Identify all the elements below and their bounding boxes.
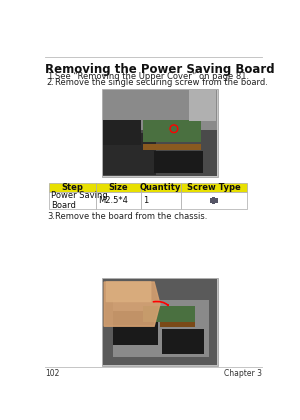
Text: 1: 1 bbox=[143, 196, 148, 205]
FancyBboxPatch shape bbox=[103, 90, 217, 130]
FancyBboxPatch shape bbox=[113, 300, 209, 357]
Text: 1.: 1. bbox=[47, 72, 55, 81]
Text: 3.: 3. bbox=[47, 212, 55, 221]
Text: 2.: 2. bbox=[47, 78, 55, 87]
Text: See “Removing the Upper Cover” on page 81.: See “Removing the Upper Cover” on page 8… bbox=[55, 72, 249, 81]
FancyBboxPatch shape bbox=[103, 133, 156, 175]
FancyBboxPatch shape bbox=[49, 192, 96, 209]
FancyBboxPatch shape bbox=[142, 144, 201, 150]
Text: Removing the Power Saving Board: Removing the Power Saving Board bbox=[45, 63, 275, 76]
Polygon shape bbox=[104, 282, 160, 326]
Text: Screw Type: Screw Type bbox=[187, 183, 241, 192]
Text: Power Saving
Board: Power Saving Board bbox=[52, 191, 108, 210]
FancyBboxPatch shape bbox=[181, 183, 247, 192]
Text: Remove the single securing screw from the board.: Remove the single securing screw from th… bbox=[55, 78, 267, 87]
FancyBboxPatch shape bbox=[160, 322, 195, 327]
FancyBboxPatch shape bbox=[103, 90, 217, 176]
FancyBboxPatch shape bbox=[189, 90, 216, 121]
FancyBboxPatch shape bbox=[142, 120, 201, 142]
FancyBboxPatch shape bbox=[212, 197, 215, 205]
FancyBboxPatch shape bbox=[102, 278, 218, 366]
Text: M2.5*4: M2.5*4 bbox=[98, 196, 128, 205]
FancyBboxPatch shape bbox=[113, 311, 158, 345]
Text: Quantity: Quantity bbox=[140, 183, 181, 192]
FancyBboxPatch shape bbox=[96, 183, 141, 192]
Text: Size: Size bbox=[108, 183, 128, 192]
Text: Step: Step bbox=[61, 183, 83, 192]
FancyBboxPatch shape bbox=[154, 151, 203, 173]
FancyBboxPatch shape bbox=[181, 192, 247, 209]
FancyBboxPatch shape bbox=[103, 120, 141, 144]
Text: 102: 102 bbox=[45, 369, 60, 378]
Text: Remove the board from the chassis.: Remove the board from the chassis. bbox=[55, 212, 207, 221]
FancyBboxPatch shape bbox=[103, 279, 217, 365]
FancyBboxPatch shape bbox=[96, 192, 141, 209]
Text: Chapter 3: Chapter 3 bbox=[224, 369, 262, 378]
FancyBboxPatch shape bbox=[106, 281, 152, 302]
FancyBboxPatch shape bbox=[141, 183, 181, 192]
FancyBboxPatch shape bbox=[102, 89, 218, 177]
FancyArrowPatch shape bbox=[153, 302, 168, 305]
FancyBboxPatch shape bbox=[49, 183, 96, 192]
FancyBboxPatch shape bbox=[142, 306, 195, 322]
FancyBboxPatch shape bbox=[210, 198, 218, 203]
FancyBboxPatch shape bbox=[141, 192, 181, 209]
FancyBboxPatch shape bbox=[162, 329, 204, 354]
